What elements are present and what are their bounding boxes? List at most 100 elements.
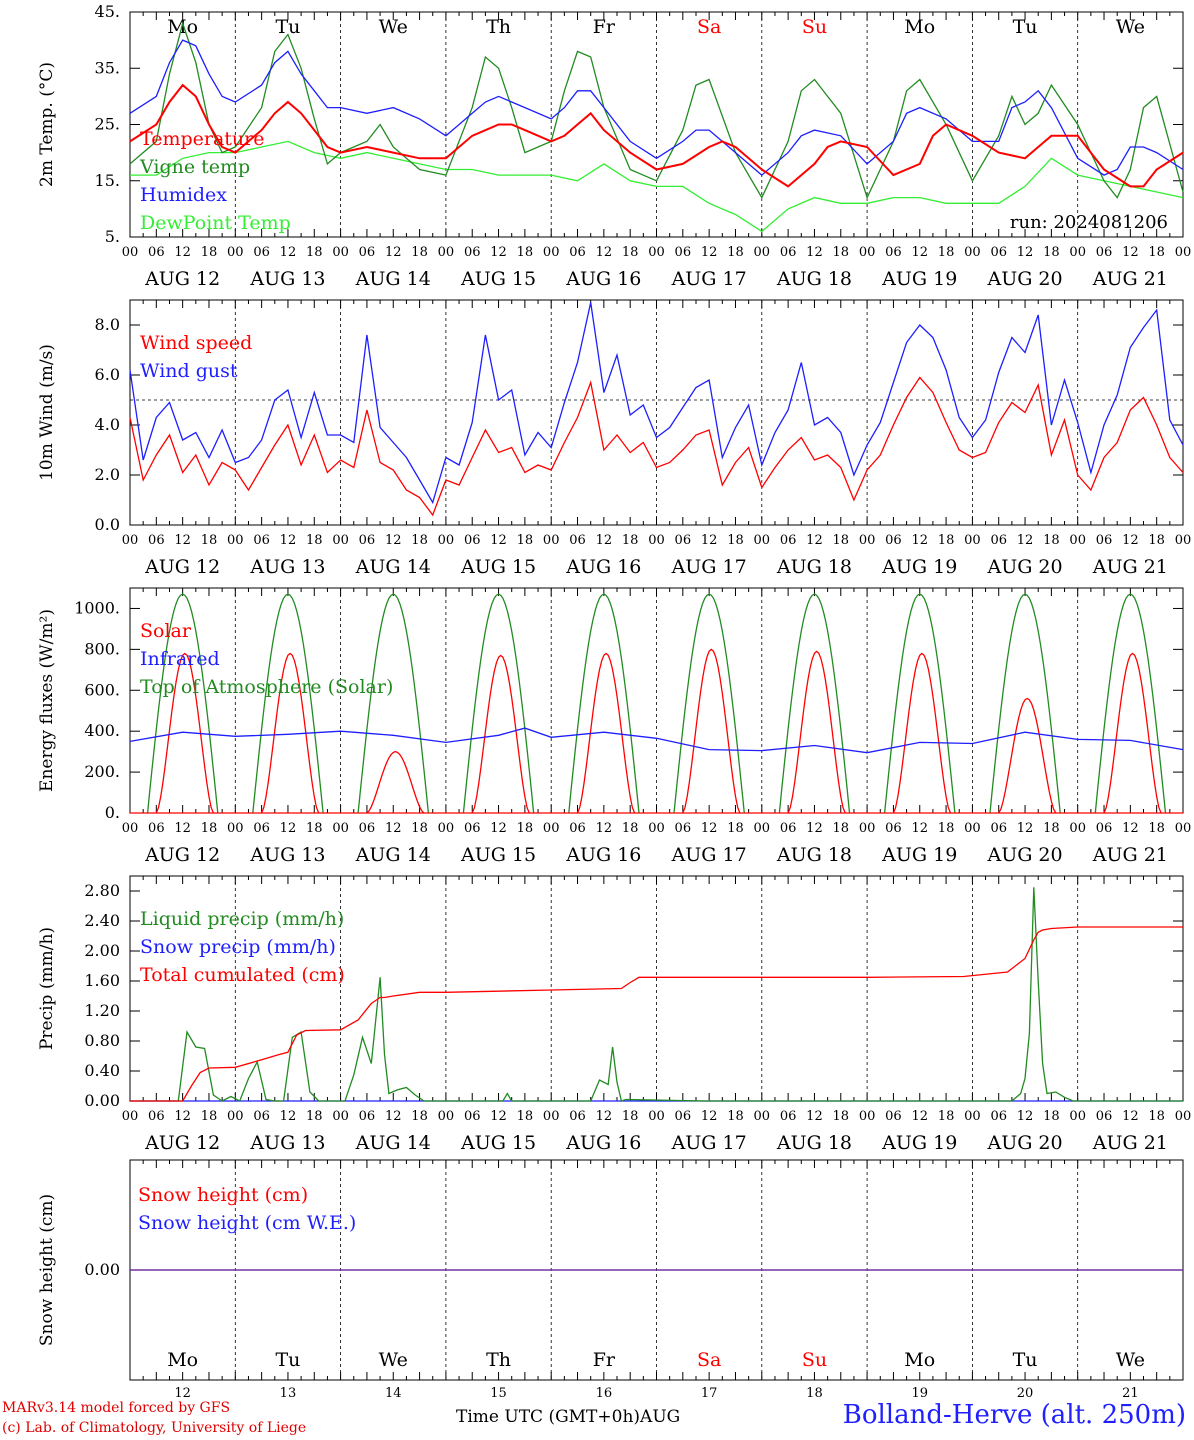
hour-tick-label: 06 [1096,1109,1113,1124]
hour-tick-label: 06 [464,245,481,260]
hour-tick-label: 12 [806,533,823,548]
hour-tick-label: 00 [648,533,665,548]
day-number-label: 17 [701,1386,718,1400]
hour-tick-label: 00 [964,245,981,260]
toa-solar-line [778,593,851,814]
hour-tick-label: 00 [1069,1109,1086,1124]
date-label: AUG 17 [671,1132,747,1154]
y-tick-label: 0.00 [84,1260,120,1279]
legend-solar: Solar [140,620,192,642]
day-label-bottom: Th [486,1349,511,1371]
date-label: AUG 19 [881,844,957,866]
date-label: AUG 16 [565,844,641,866]
hour-tick-label: 00 [438,821,455,836]
date-label: AUG 20 [986,268,1062,290]
hour-tick-label: 06 [990,533,1007,548]
panel-1 [129,11,1184,238]
hour-tick-label: 18 [517,821,534,836]
hour-tick-label: 12 [490,533,507,548]
hour-tick-label: 12 [490,245,507,260]
hour-tick-label: 12 [385,1109,402,1124]
hour-tick-label: 00 [332,821,349,836]
vigne-temp-line [129,21,1184,200]
y-tick-label: 2.0 [95,465,120,484]
hour-tick-label: 12 [806,1109,823,1124]
date-label: AUG 21 [1092,1132,1168,1154]
legend-temperature: Temperature [140,128,264,150]
date-label: AUG 19 [881,556,957,578]
day-number-label: 15 [490,1386,507,1400]
day-label-bottom: We [1116,1349,1145,1371]
y-axis-label: Energy fluxes (W/m²) [37,609,57,792]
y-tick-label: 4.0 [95,415,120,434]
hour-tick-label: 12 [174,821,191,836]
day-label-bottom: Tu [1013,1349,1038,1371]
date-label: AUG 16 [565,556,641,578]
hour-tick-label: 06 [675,1109,692,1124]
hour-tick-label: 06 [990,245,1007,260]
day-number-label: 16 [596,1386,613,1400]
y-axis-label: Snow height (cm) [37,1194,57,1346]
hour-tick-label: 00 [227,533,244,548]
hour-tick-label: 18 [833,245,850,260]
y-tick-label: 0.00 [84,1091,120,1110]
hour-tick-label: 18 [201,1109,218,1124]
solar-line [155,652,215,814]
hour-tick-label: 18 [727,1109,744,1124]
hour-tick-label: 00 [1175,245,1192,260]
legend-infrared: Infrared [140,648,220,670]
hour-tick-label: 06 [148,1109,165,1124]
hour-tick-label: 12 [1122,821,1139,836]
y-axis-label: Precip (mm/h) [37,927,57,1050]
hour-tick-label: 00 [648,821,665,836]
hour-tick-label: 18 [306,1109,323,1124]
hour-tick-label: 00 [438,533,455,548]
hour-tick-label: 00 [122,533,139,548]
y-tick-label: 2.40 [84,911,120,930]
hour-tick-label: 06 [359,533,376,548]
hour-tick-label: 12 [174,1109,191,1124]
y-tick-label: 0.80 [84,1031,120,1050]
hour-tick-label: 18 [1043,245,1060,260]
y-axis-label: 2m Temp. (°C) [37,62,57,187]
hour-tick-label: 18 [1043,533,1060,548]
hour-tick-label: 18 [1148,245,1165,260]
hour-tick-label: 12 [701,533,718,548]
hour-tick-label: 18 [201,533,218,548]
y-tick-label: 0. [105,803,120,822]
y-tick-label: 45. [95,2,120,21]
hour-tick-label: 12 [1122,1109,1139,1124]
hour-tick-label: 06 [675,533,692,548]
model-credit: MARv3.14 model forced by GFS [2,1400,231,1416]
date-label: AUG 13 [249,268,325,290]
hour-tick-label: 12 [806,821,823,836]
hour-tick-label: 18 [727,245,744,260]
legend-wind-speed: Wind speed [140,332,252,354]
hour-tick-label: 00 [543,533,560,548]
hour-tick-label: 06 [885,821,902,836]
hour-tick-label: 12 [490,821,507,836]
date-label: AUG 19 [881,1132,957,1154]
solar-line [366,750,425,814]
day-label-bottom: Tu [275,1349,300,1371]
date-label: AUG 12 [144,844,220,866]
hour-tick-label: 12 [596,1109,613,1124]
date-label: AUG 12 [144,556,220,578]
date-label: AUG 21 [1092,556,1168,578]
solar-line [260,652,320,814]
hour-tick-label: 18 [1043,1109,1060,1124]
toa-solar-line [989,593,1061,814]
hour-tick-label: 00 [964,533,981,548]
hour-tick-label: 00 [122,821,139,836]
hour-tick-label: 12 [280,1109,297,1124]
hour-tick-label: 18 [833,1109,850,1124]
date-label: AUG 18 [776,556,852,578]
hour-tick-label: 00 [543,821,560,836]
legend-humidex: Humidex [140,184,227,206]
hour-tick-label: 00 [1069,533,1086,548]
day-number-label: 20 [1017,1386,1034,1400]
y-tick-label: 2.80 [84,881,120,900]
hour-tick-label: 00 [543,1109,560,1124]
hour-tick-label: 18 [411,1109,428,1124]
date-label: AUG 15 [460,268,536,290]
